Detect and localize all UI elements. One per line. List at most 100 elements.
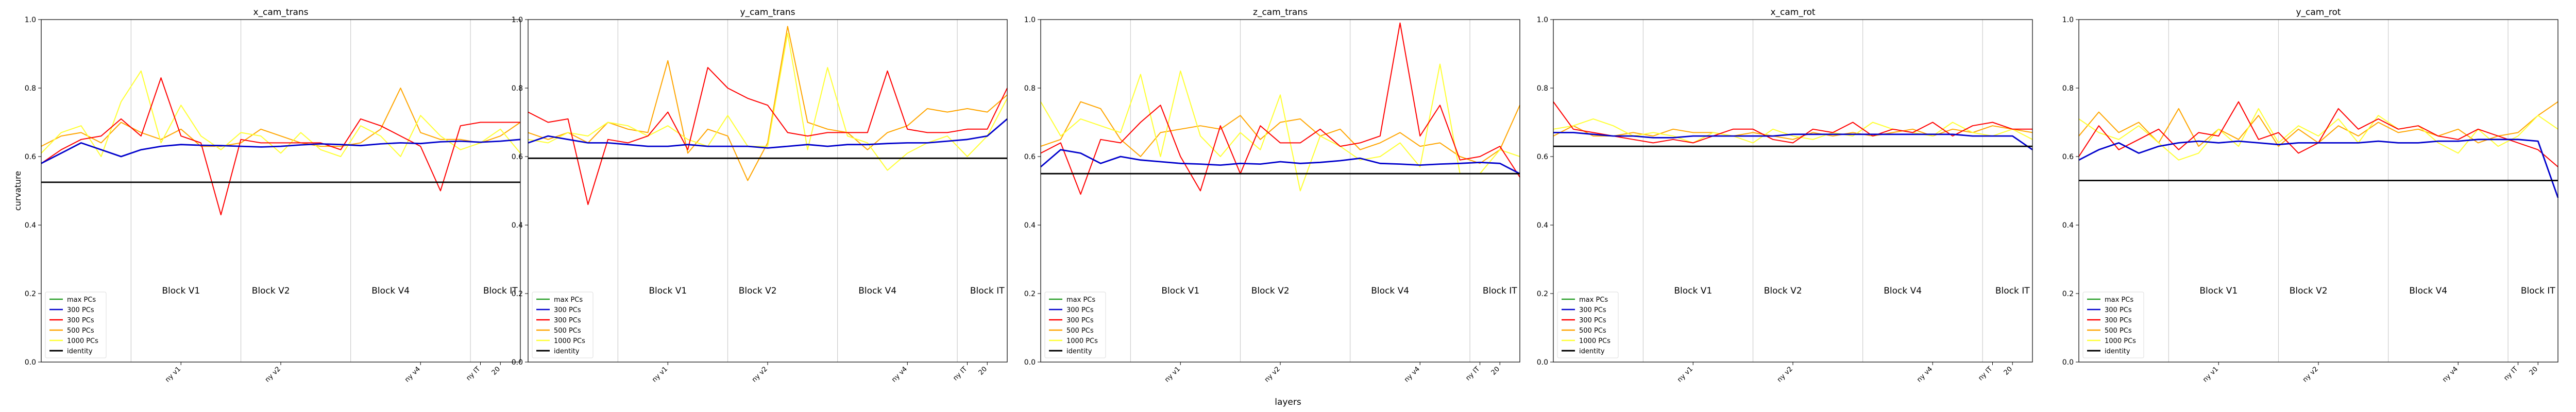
subplot-y_cam_trans: y_cam_trans 0.0 0.2 0.4 0.6 0.8 1.0 ny v1 ny v2 n… [512, 7, 1008, 384]
x-tick-label: ny v1 [651, 365, 669, 384]
x-tick-label: ny v2 [264, 365, 282, 384]
legend-label: 300 PCs [2105, 317, 2132, 324]
x-tick-label: ny v4 [1403, 365, 1421, 384]
y-tick-label: 0.8 [1537, 84, 1548, 93]
axes-frame [1040, 19, 1520, 363]
subplot-title: x_cam_trans [253, 7, 308, 18]
y-tick-label: 0.8 [1024, 84, 1036, 93]
series-line-500-pcs [1040, 101, 1520, 164]
legend-box [2082, 291, 2144, 358]
x-tick-label: ny IT [952, 365, 969, 382]
legend-label: 1000 PCs [67, 337, 98, 345]
legend: max PCs 300 PCs 300 PCs 500 PCs 1000 PCs iden… [2082, 291, 2144, 358]
x-tick-label: ny v4 [403, 365, 422, 384]
x-tick-label: ny v1 [1163, 365, 1182, 384]
y-tick-label: 0.2 [1024, 290, 1036, 298]
y-tick-label: 0.4 [2062, 221, 2074, 230]
subplot-z_cam_trans: z_cam_trans 0.0 0.2 0.4 0.6 0.8 1.0 ny v1 ny v2 n… [1024, 7, 1520, 384]
y-tick-label: 1.0 [512, 16, 523, 24]
x-tick-label: 20 [977, 365, 989, 376]
series-line-300-pcs [41, 77, 520, 216]
x-tick-label: ny IT [1464, 365, 1481, 382]
y-tick-label: 0.6 [25, 153, 36, 161]
x-tick-label: ny v4 [890, 365, 909, 384]
legend-label: identity [1579, 348, 1605, 355]
legend-label: identity [1066, 348, 1092, 355]
x-tick-label: ny v4 [2441, 365, 2460, 384]
legend: max PCs 300 PCs 300 PCs 500 PCs 1000 PCs iden… [1044, 291, 1106, 358]
legend-label: 300 PCs [554, 317, 581, 324]
x-tick-label: 20 [490, 365, 502, 376]
block-label: Block V1 [649, 286, 687, 296]
x-tick-label: ny v1 [2201, 365, 2220, 384]
y-tick-label: 0.4 [1024, 221, 1036, 230]
y-tick-label: 0.4 [1537, 221, 1548, 230]
y-tick-label: 0.8 [25, 84, 36, 93]
legend-label: identity [554, 348, 580, 355]
axes-frame [2078, 19, 2558, 363]
legend-label: 1000 PCs [554, 337, 585, 345]
series-line-300-pcs [528, 67, 1008, 205]
series-line-500-pcs [528, 26, 1008, 181]
block-label: Block V2 [252, 286, 290, 296]
block-label: Block V2 [2290, 286, 2328, 296]
block-label: Block V1 [1161, 286, 1199, 296]
y-tick-label: 0.0 [1024, 358, 1036, 367]
series-line-300-pcs [2078, 139, 2559, 198]
subplot-x_cam_trans: x_cam_trans 0.0 0.2 0.4 0.6 0.8 1.0 curvature ny… [13, 7, 521, 384]
y-tick-label: 1.0 [1537, 16, 1548, 24]
block-label: Block V4 [2409, 286, 2447, 296]
legend-label: 300 PCs [1066, 306, 1094, 314]
y-tick-label: 1.0 [25, 16, 36, 24]
x-tick-label: 20 [2528, 365, 2539, 376]
x-tick-label: ny v2 [2301, 365, 2320, 384]
axes-frame [528, 19, 1008, 363]
y-tick-label: 1.0 [2062, 16, 2074, 24]
series-line-300-pcs [1553, 131, 2033, 150]
legend-label: 300 PCs [1066, 317, 1094, 324]
x-tick-label: ny v2 [751, 365, 769, 384]
legend-label: 1000 PCs [1066, 337, 1098, 345]
x-tick-label: ny IT [465, 365, 482, 382]
y-tick-label: 0.0 [1537, 358, 1548, 367]
y-tick-label: 0.8 [512, 84, 523, 93]
y-tick-label: 0.0 [2062, 358, 2074, 367]
legend-box [532, 291, 594, 358]
block-label: Block V4 [858, 286, 896, 296]
block-label: Block V4 [1884, 286, 1922, 296]
block-label: Block V2 [1251, 286, 1290, 296]
legend: max PCs 300 PCs 300 PCs 500 PCs 1000 PCs iden… [45, 291, 107, 358]
legend-box [45, 291, 107, 358]
legend-label: 500 PCs [2105, 327, 2132, 335]
block-label: Block IT [2521, 286, 2555, 296]
legend-label: max PCs [1066, 296, 1095, 304]
y-tick-label: 0.4 [512, 221, 523, 230]
legend: max PCs 300 PCs 300 PCs 500 PCs 1000 PCs iden… [1557, 291, 1619, 358]
legend-label: identity [2105, 348, 2130, 355]
x-tick-label: ny v4 [1916, 365, 1934, 384]
y-tick-label: 0.2 [2062, 290, 2074, 298]
legend-label: identity [67, 348, 93, 355]
x-tick-label: 20 [1490, 365, 1501, 376]
subplot-title: y_cam_trans [740, 7, 795, 18]
subplot-x_cam_rot: x_cam_rot 0.0 0.2 0.4 0.6 0.8 1.0 ny v1 ny v2 ny … [1537, 7, 2033, 384]
block-label: Block V1 [1674, 286, 1712, 296]
x-tick-label: ny IT [1977, 365, 1994, 382]
series-line-300-pcs [528, 118, 1008, 149]
block-label: Block IT [1995, 286, 2030, 296]
series-line-300-pcs [1553, 101, 2032, 144]
legend-label: 1000 PCs [2105, 337, 2136, 345]
legend-label: 300 PCs [1579, 306, 1606, 314]
legend-label: 300 PCs [67, 306, 94, 314]
legend-label: 500 PCs [1579, 327, 1606, 335]
y-tick-label: 0.2 [1537, 290, 1548, 298]
legend-label: 300 PCs [2105, 306, 2132, 314]
y-tick-label: 0.0 [512, 358, 523, 367]
legend-box [1044, 291, 1106, 358]
legend-label: 1000 PCs [1579, 337, 1611, 345]
y-tick-label: 0.6 [512, 153, 523, 161]
axes-frame [1553, 19, 2033, 363]
y-tick-label: 0.6 [1537, 153, 1548, 161]
series-line-500-pcs [41, 88, 521, 147]
